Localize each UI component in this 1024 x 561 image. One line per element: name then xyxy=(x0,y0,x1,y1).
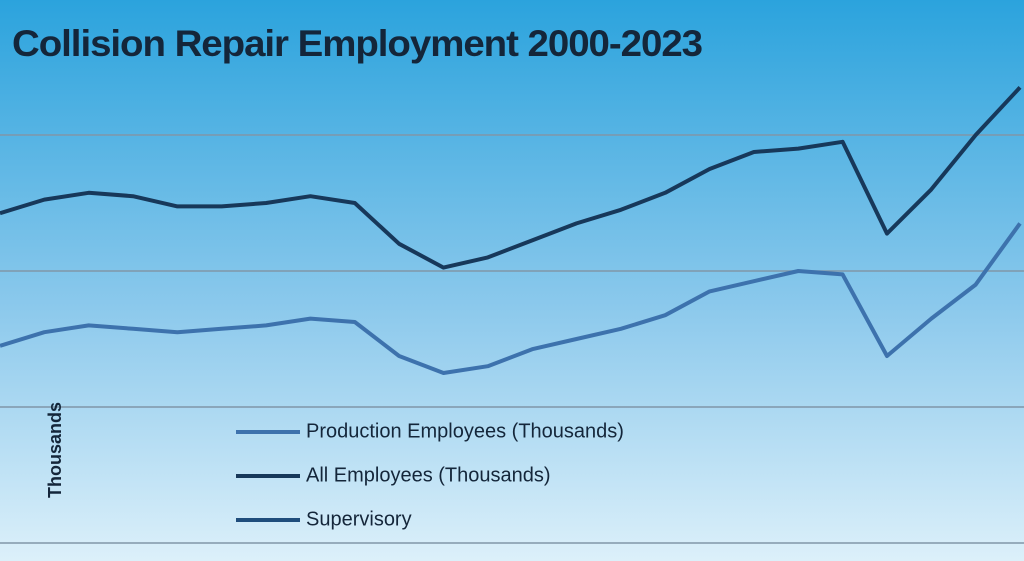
legend-label: Production Employees (Thousands) xyxy=(306,420,624,442)
y-axis-label: Thousands xyxy=(45,402,65,498)
legend-label: Supervisory xyxy=(306,508,412,530)
legend-label: All Employees (Thousands) xyxy=(306,464,551,486)
series-line xyxy=(0,222,1022,375)
series-line xyxy=(0,86,1022,270)
plot xyxy=(0,86,1022,375)
chart-title: Collision Repair Employment 2000-2023 xyxy=(12,23,702,64)
legend: Production Employees (Thousands) All Empl… xyxy=(236,420,624,530)
grid xyxy=(0,134,1024,544)
